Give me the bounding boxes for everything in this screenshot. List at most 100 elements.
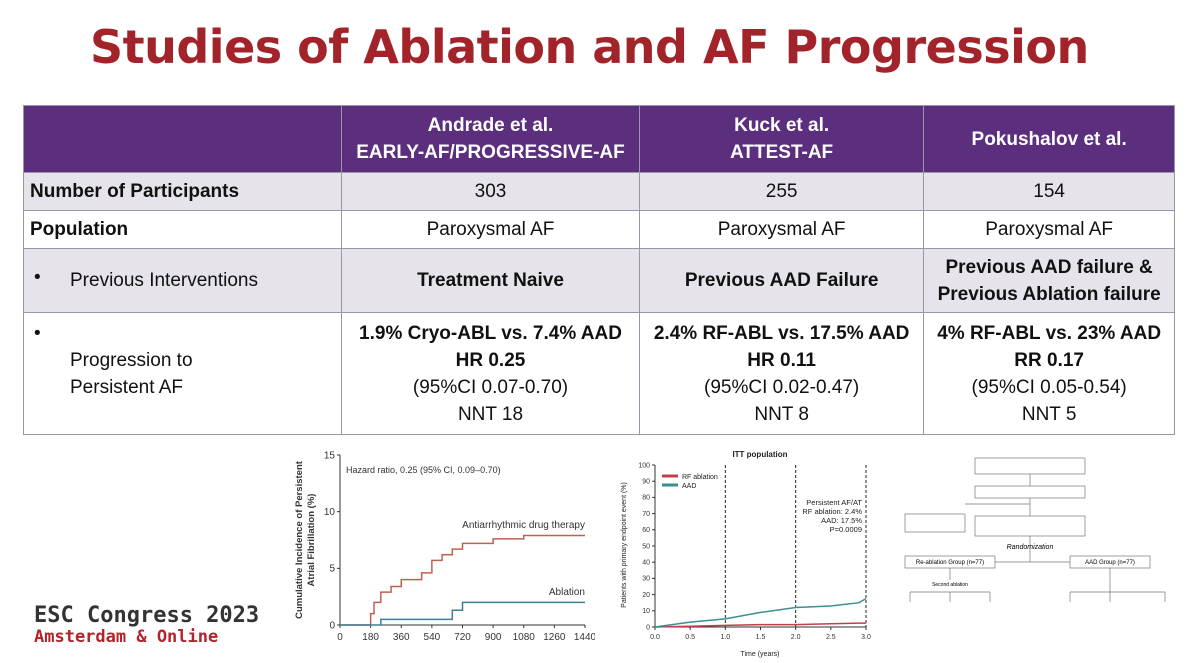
flowchart-node: Second ablation bbox=[932, 582, 968, 588]
table-cell: Paroxysmal AF bbox=[638, 210, 925, 249]
cell-text: 1.9% Cryo-ABL vs. 7.4% AAD bbox=[359, 322, 622, 344]
table-row: Population Paroxysmal AF Paroxysmal AF Paro… bbox=[23, 210, 1175, 249]
cell-text: Treatment Naive bbox=[417, 270, 564, 291]
series-label: Ablation bbox=[549, 587, 585, 598]
y-tick-label: 0 bbox=[329, 620, 335, 631]
series-line bbox=[340, 601, 585, 626]
x-tick-label: 1260 bbox=[543, 632, 566, 640]
cell-text: Paroxysmal AF bbox=[717, 219, 846, 240]
row-label: Number of Participants bbox=[23, 172, 342, 211]
table-row: Progression to Persistent AF 1.9% Cryo-ABL… bbox=[23, 312, 1175, 435]
table-cell: 2.4% RF-ABL vs. 17.5% AAD HR 0.11 (95%CI 0… bbox=[638, 312, 925, 435]
y-tick-label: 30 bbox=[642, 576, 650, 583]
series-line bbox=[654, 598, 867, 628]
cell-text: Previous Ablation failure bbox=[937, 283, 1161, 305]
x-tick-label: 900 bbox=[485, 632, 502, 640]
flowchart-bg bbox=[885, 452, 1185, 655]
table-cell: 1.9% Cryo-ABL vs. 7.4% AAD HR 0.25 (95%CI … bbox=[341, 312, 640, 435]
comparison-table: Andrade et al. EARLY-AF/PROGRESSIVE-AF Kuc… bbox=[23, 105, 1175, 435]
header-cell: Andrade et al. EARLY-AF/PROGRESSIVE-AF bbox=[341, 105, 640, 173]
y-tick-label: 20 bbox=[642, 592, 650, 599]
flowchart: Randomization Re-ablation Group (n=77) A… bbox=[885, 452, 1185, 655]
annotation: AAD: 17.5% bbox=[821, 516, 862, 525]
cell-text: (95%CI 0.05-0.54) bbox=[971, 376, 1127, 398]
label-text: Previous Interventions bbox=[70, 270, 258, 291]
annotation: P=0.0009 bbox=[830, 525, 862, 534]
header-text: EARLY-AF/PROGRESSIVE-AF bbox=[356, 142, 625, 163]
y-tick-label: 40 bbox=[642, 560, 650, 567]
y-tick-label: 5 bbox=[329, 564, 335, 575]
cell-text: HR 0.25 bbox=[455, 349, 526, 371]
chart-title: ITT population bbox=[732, 450, 787, 459]
row-label: Previous Interventions bbox=[23, 248, 342, 313]
x-tick-label: 0.0 bbox=[650, 634, 660, 641]
header-text: Kuck et al. bbox=[734, 115, 830, 136]
cell-text: NNT 18 bbox=[457, 403, 524, 425]
header-cell: Kuck et al. ATTEST-AF bbox=[638, 105, 925, 173]
annotation: Hazard ratio, 0.25 (95% CI, 0.09–0.70) bbox=[346, 465, 501, 475]
table-cell: Previous AAD Failure bbox=[638, 248, 925, 313]
cell-text: Paroxysmal AF bbox=[985, 219, 1114, 240]
cell-text: 255 bbox=[765, 181, 798, 202]
table-cell: Treatment Naive bbox=[341, 248, 640, 313]
x-tick-label: 540 bbox=[424, 632, 441, 640]
x-tick-label: 0 bbox=[337, 632, 343, 640]
footer-place: Amsterdam & Online bbox=[34, 627, 219, 647]
itt-chart: 0.0 0.5 1.0 1.5 2.0 2.5 3.0 0 10 20 30 40 50 60 70 80 90… bbox=[621, 450, 871, 658]
table-cell: Paroxysmal AF bbox=[923, 210, 1175, 249]
row-label: Progression to Persistent AF bbox=[23, 312, 342, 435]
y-tick-label: 0 bbox=[646, 624, 650, 631]
table-cell: 303 bbox=[341, 172, 640, 211]
cell-text: 303 bbox=[474, 181, 507, 202]
y-tick-label: 80 bbox=[642, 495, 650, 502]
y-tick-label: 50 bbox=[642, 543, 650, 550]
cell-text: 154 bbox=[1033, 181, 1065, 202]
cell-text: (95%CI 0.02-0.47) bbox=[704, 376, 860, 398]
cell-text: Previous AAD failure & bbox=[945, 256, 1153, 278]
slide-title: Studies of Ablation and AF Progression bbox=[90, 20, 1089, 74]
y-axis-label: Atrial Fibrillation (%) bbox=[306, 494, 317, 587]
footer-event: ESC Congress 2023 bbox=[34, 603, 260, 628]
header-cell: Pokushalov et al. bbox=[923, 105, 1175, 173]
table-cell: 4% RF-ABL vs. 23% AAD RR 0.17 (95%CI 0.05-… bbox=[923, 312, 1175, 435]
y-tick-label: 15 bbox=[324, 450, 336, 461]
cell-text: NNT 8 bbox=[754, 403, 809, 425]
legend-label: AAD bbox=[682, 483, 696, 490]
cell-text: NNT 5 bbox=[1021, 403, 1077, 425]
table-cell: Previous AAD failure & Previous Ablation … bbox=[923, 248, 1175, 313]
flowchart-node: Randomization bbox=[1007, 544, 1054, 551]
cell-text: 4% RF-ABL vs. 23% AAD bbox=[937, 322, 1162, 344]
x-tick-label: 3.0 bbox=[861, 634, 871, 641]
label-text: Population bbox=[30, 219, 129, 240]
cell-text: HR 0.11 bbox=[747, 349, 816, 371]
legend-label: RF ablation bbox=[682, 474, 718, 481]
header-text: ATTEST-AF bbox=[730, 142, 834, 163]
table-row: Number of Participants 303 255 154 bbox=[23, 172, 1175, 211]
x-tick-label: 1.5 bbox=[756, 634, 766, 641]
x-tick-label: 2.0 bbox=[791, 634, 801, 641]
header-cell bbox=[23, 105, 342, 173]
series-line bbox=[654, 622, 866, 628]
annotation: Persistent AF/AT bbox=[806, 498, 862, 507]
cell-text: Previous AAD Failure bbox=[684, 270, 879, 291]
flowchart-boxes bbox=[904, 457, 1151, 569]
cell-text: 2.4% RF-ABL vs. 17.5% AAD bbox=[653, 322, 910, 344]
label-text: Progression to bbox=[70, 349, 193, 371]
y-tick-label: 10 bbox=[642, 608, 650, 615]
label-text: Persistent AF bbox=[70, 376, 183, 398]
cell-text: (95%CI 0.07-0.70) bbox=[412, 376, 569, 398]
table-cell: 154 bbox=[923, 172, 1175, 211]
flowchart-arrows bbox=[909, 474, 1166, 602]
header-text: Andrade et al. bbox=[427, 115, 554, 136]
y-tick-label: 70 bbox=[642, 511, 650, 518]
x-tick-label: 1080 bbox=[513, 632, 536, 640]
table-row: Previous Interventions Treatment Naive Pre… bbox=[23, 248, 1175, 313]
y-tick-label: 60 bbox=[642, 527, 650, 534]
table-cell: Paroxysmal AF bbox=[341, 210, 640, 249]
x-tick-label: 720 bbox=[454, 632, 471, 640]
flowchart-node: Re-ablation Group (n=77) bbox=[916, 560, 984, 566]
cell-text: RR 0.17 bbox=[1014, 349, 1084, 371]
series-label: Antiarrhythmic drug therapy bbox=[462, 520, 585, 531]
y-tick-label: 90 bbox=[642, 479, 650, 486]
